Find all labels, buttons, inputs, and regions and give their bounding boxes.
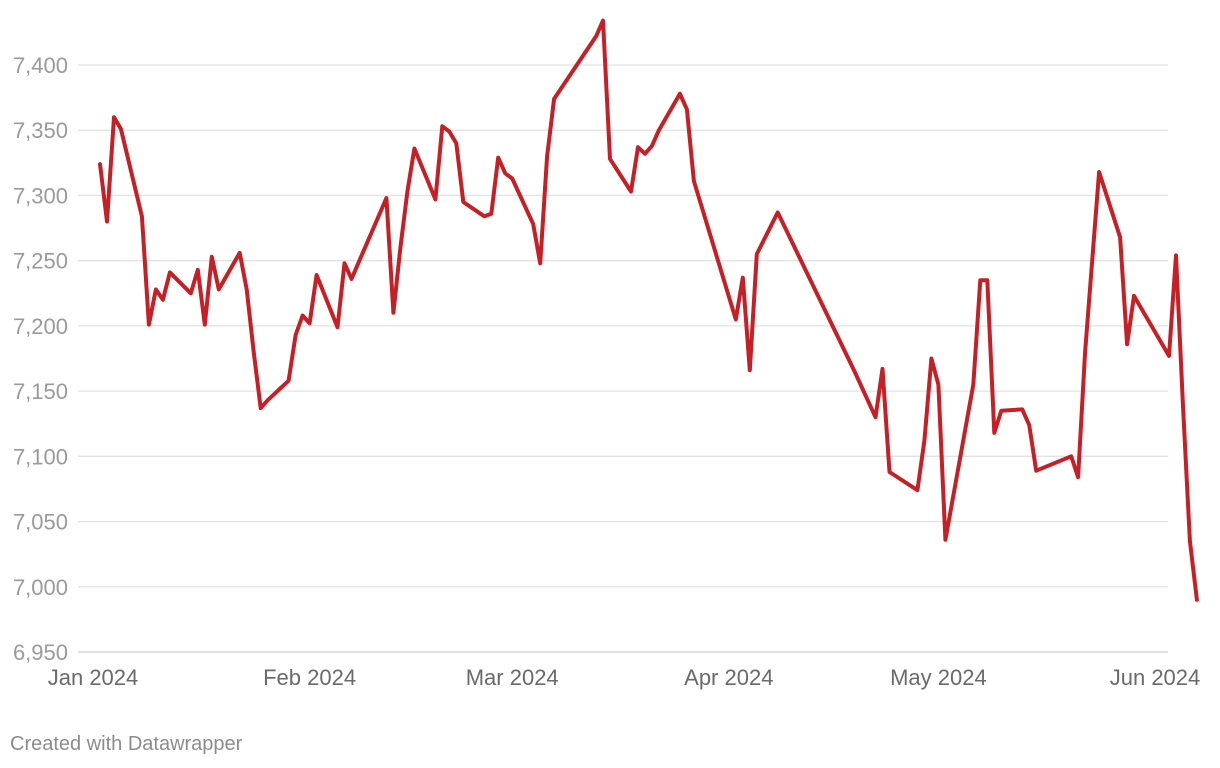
- x-tick-label: Mar 2024: [466, 665, 559, 690]
- gridlines: [78, 64, 1168, 653]
- y-tick-label: 7,400: [13, 53, 68, 78]
- y-tick-label: 6,950: [13, 640, 68, 665]
- x-tick-label: May 2024: [890, 665, 987, 690]
- x-tick-label: Jan 2024: [48, 665, 139, 690]
- series-line: [98, 18, 1199, 602]
- y-tick-label: 7,150: [13, 379, 68, 404]
- datawrapper-credit: Created with Datawrapper: [10, 733, 243, 755]
- y-axis-ticks: 6,950 7,000 7,050 7,100 7,150 7,200 7,250 7,300…: [13, 53, 68, 665]
- line-chart: 6,950 7,000 7,050 7,100 7,150 7,200 7,250 7,300…: [13, 18, 1201, 690]
- x-tick-label: Jun 2024: [1110, 665, 1201, 690]
- y-tick-label: 7,250: [13, 249, 68, 274]
- series-layer: [98, 18, 1199, 602]
- y-tick-label: 7,350: [13, 118, 68, 143]
- y-tick-label: 7,200: [13, 314, 68, 339]
- x-axis-ticks: Jan 2024 Feb 2024 Mar 2024 Apr 2024 May 2024…: [48, 665, 1201, 690]
- x-tick-label: Apr 2024: [684, 665, 773, 690]
- y-tick-label: 7,300: [13, 183, 68, 208]
- x-tick-label: Feb 2024: [263, 665, 356, 690]
- y-tick-label: 7,100: [13, 444, 68, 469]
- y-tick-label: 7,000: [13, 575, 68, 600]
- y-tick-label: 7,050: [13, 510, 68, 535]
